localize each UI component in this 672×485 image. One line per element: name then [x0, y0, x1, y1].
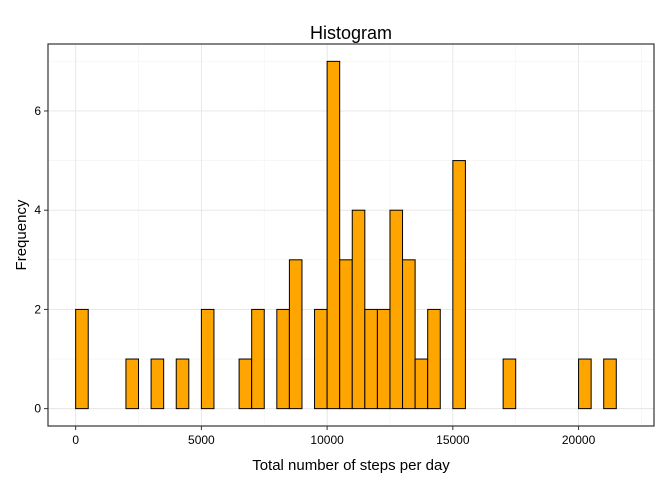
histogram-bar — [340, 260, 353, 409]
histogram-bar — [453, 161, 466, 409]
y-tick-label: 4 — [34, 203, 41, 217]
histogram-bar — [151, 359, 164, 409]
y-axis-title: Frequency — [13, 199, 30, 270]
histogram-bar — [327, 61, 340, 408]
x-tick-label: 15000 — [436, 433, 470, 447]
histogram-bar — [365, 309, 378, 408]
x-tick-label: 10000 — [310, 433, 344, 447]
histogram-bar — [76, 309, 89, 408]
histogram-bar — [176, 359, 189, 409]
histogram-bar — [315, 309, 328, 408]
histogram-bar — [277, 309, 290, 408]
histogram-bar — [503, 359, 516, 409]
histogram-bar — [239, 359, 252, 409]
x-tick-label: 20000 — [562, 433, 596, 447]
y-tick-label: 0 — [34, 402, 41, 416]
y-tick-label: 6 — [34, 104, 41, 118]
histogram-bar — [428, 309, 441, 408]
histogram-bar — [415, 359, 428, 409]
histogram-bar — [604, 359, 617, 409]
x-axis-title: Total number of steps per day — [252, 457, 450, 474]
chart-title: Histogram — [310, 23, 392, 43]
histogram-bar — [352, 210, 365, 408]
histogram-bars — [76, 61, 617, 408]
x-tick-label: 0 — [72, 433, 79, 447]
histogram-bar — [289, 260, 302, 409]
histogram-bar — [403, 260, 416, 409]
histogram-bar — [201, 309, 214, 408]
histogram-bar — [252, 309, 265, 408]
histogram-bar — [579, 359, 592, 409]
histogram-bar — [377, 309, 390, 408]
x-tick-label: 5000 — [188, 433, 215, 447]
histogram-bar — [126, 359, 139, 409]
y-tick-label: 2 — [34, 302, 41, 316]
histogram-bar — [390, 210, 403, 408]
